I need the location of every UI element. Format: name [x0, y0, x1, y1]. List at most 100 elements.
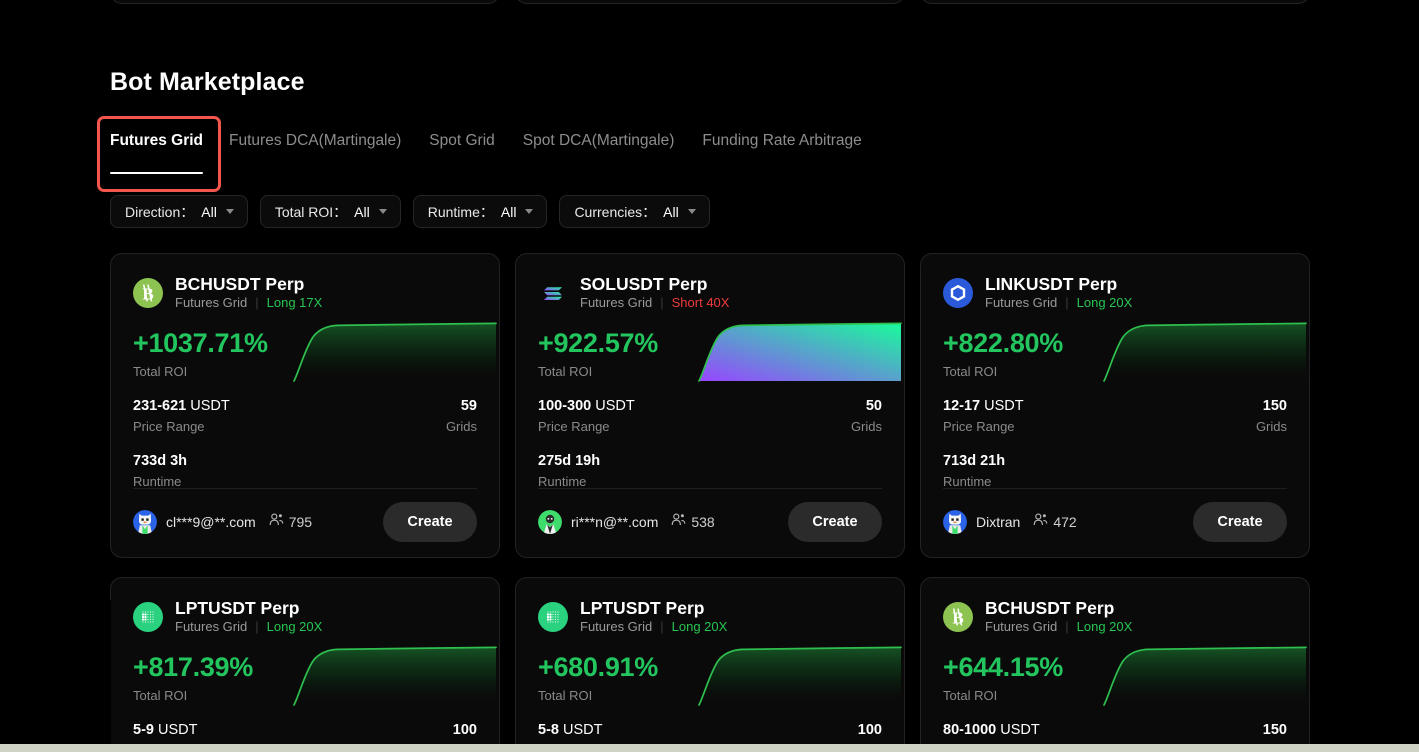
- grid-left-edge: [110, 600, 111, 744]
- filter-value: All: [663, 203, 679, 220]
- create-button[interactable]: Create: [1193, 502, 1287, 542]
- separator: |: [1065, 619, 1069, 635]
- partial-card-bottom: [515, 0, 905, 4]
- card-header-text: LPTUSDT Perp Futures Grid | Long 20X: [175, 598, 323, 635]
- total-roi-value: +1037.71%: [133, 327, 268, 358]
- runtime-stat: 713d 21h Runtime: [943, 453, 1287, 489]
- card-footer: cl***9@**.com 795 Create: [133, 501, 477, 543]
- bot-card[interactable]: LPTUSDT Perp Futures Grid | Long 20X +680.91…: [515, 577, 905, 752]
- link-icon: [943, 277, 973, 308]
- tab-futures-dca-martingale[interactable]: Futures DCA(Martingale): [229, 132, 401, 152]
- bottom-scroll-strip[interactable]: [0, 744, 1419, 752]
- copiers-info: 472: [1033, 513, 1077, 531]
- separator: |: [1065, 295, 1069, 311]
- filter-label: Total ROI：: [274, 203, 348, 220]
- roi-section: +644.15% Total ROI: [943, 646, 1307, 706]
- stat-row: 12-17 USDT Price Range 150 Grids: [943, 398, 1287, 434]
- bot-card[interactable]: B BCHUSDT Perp Futures Grid | Long 17X +1037.…: [110, 253, 500, 558]
- strategy-tabs: Futures Grid Futures DCA(Martingale) Spot …: [110, 132, 890, 174]
- filter-currencies[interactable]: Currencies： All: [559, 195, 710, 228]
- tab-label: Funding Rate Arbitrage: [702, 132, 862, 149]
- previous-row-card-bottoms: [0, 0, 1419, 14]
- total-roi-label: Total ROI: [538, 687, 593, 703]
- bot-card[interactable]: LINKUSDT Perp Futures Grid | Long 20X +822.8…: [920, 253, 1310, 558]
- filter-label: Runtime：: [427, 203, 494, 220]
- separator: |: [255, 295, 259, 311]
- owner-info[interactable]: Dixtran 472: [943, 510, 1077, 534]
- page-title: Bot Marketplace: [110, 68, 305, 96]
- total-roi-value: +822.80%: [943, 327, 1063, 358]
- bot-card[interactable]: SOLUSDT Perp Futures Grid | Short 40X +922.5…: [515, 253, 905, 558]
- filter-bar: Direction： All Total ROI： All Runtime： All Cur…: [110, 195, 710, 228]
- bot-card[interactable]: LPTUSDT Perp Futures Grid | Long 20X +817.39…: [110, 577, 500, 752]
- runtime-label: Runtime: [133, 473, 182, 489]
- tab-label: Futures Grid: [110, 132, 204, 149]
- svg-text:B: B: [952, 608, 963, 627]
- runtime-value: 713d 21h: [943, 452, 1006, 469]
- card-row: B BCHUSDT Perp Futures Grid | Long 17X +1037.…: [110, 253, 1310, 558]
- total-roi-label: Total ROI: [538, 363, 593, 379]
- price-range-unit: USDT: [595, 397, 635, 414]
- bot-card[interactable]: B BCHUSDT Perp Futures Grid | Long 20X +644.1…: [920, 577, 1310, 752]
- card-header: B BCHUSDT Perp Futures Grid | Long 17X: [133, 274, 477, 311]
- copiers-icon: [1033, 513, 1048, 531]
- sol-icon: [538, 278, 568, 308]
- price-range-stat: 12-17 USDT Price Range: [943, 398, 1024, 434]
- filter-value: All: [500, 203, 517, 220]
- card-footer: ri***n@**.com 538 Create: [538, 501, 882, 543]
- leverage-badge: Long 20X: [266, 619, 323, 635]
- filter-label: Currencies：: [574, 203, 657, 220]
- leverage-badge: Long 17X: [266, 295, 323, 311]
- runtime-value: 733d 3h: [133, 452, 187, 469]
- bch-icon: B: [943, 601, 973, 632]
- owner-info[interactable]: cl***9@**.com 795: [133, 510, 312, 534]
- price-range-number: 12-17: [943, 397, 981, 414]
- filter-runtime[interactable]: Runtime： All: [412, 195, 548, 228]
- filter-direction[interactable]: Direction： All: [110, 195, 248, 228]
- total-roi-value: +644.15%: [943, 651, 1063, 682]
- strategy-line: Futures Grid | Long 20X: [175, 619, 323, 635]
- price-range-value: 231-621 USDT: [133, 398, 230, 414]
- strategy-line: Futures Grid | Long 20X: [580, 619, 728, 635]
- create-button[interactable]: Create: [383, 502, 477, 542]
- tab-spot-dca-martingale[interactable]: Spot DCA(Martingale): [523, 132, 675, 152]
- price-range-unit: USDT: [190, 397, 230, 414]
- card-header: LPTUSDT Perp Futures Grid | Long 20X: [133, 598, 477, 635]
- grids-stat: 50 Grids: [851, 398, 882, 434]
- strategy-line: Futures Grid | Short 40X: [580, 295, 730, 311]
- filter-label: Direction：: [125, 203, 195, 220]
- tab-funding-rate-arbitrage[interactable]: Funding Rate Arbitrage: [702, 132, 861, 152]
- price-grid-stats: 12-17 USDT Price Range 150 Grids: [943, 398, 1287, 434]
- grids-label: Grids: [850, 418, 882, 434]
- card-header-text: BCHUSDT Perp Futures Grid | Long 17X: [175, 274, 323, 311]
- grids-stat: 59 Grids: [446, 398, 477, 434]
- price-range-number: 5-8: [538, 721, 559, 738]
- leverage-badge: Short 40X: [671, 295, 730, 311]
- grids-value: 150: [1262, 721, 1287, 738]
- copiers-count: 472: [1053, 514, 1077, 530]
- price-range-unit: USDT: [984, 397, 1024, 414]
- pair-name: SOLUSDT Perp: [580, 274, 708, 294]
- owner-name: Dixtran: [976, 514, 1021, 530]
- stat-row: 100-300 USDT Price Range 50 Grids: [538, 398, 882, 434]
- chevron-down-icon: [378, 209, 387, 214]
- card-header: LPTUSDT Perp Futures Grid | Long 20X: [538, 598, 882, 635]
- price-range-number: 100-300: [538, 397, 592, 414]
- green-person-avatar: [538, 510, 562, 534]
- price-range-unit: USDT: [563, 721, 603, 738]
- filter-total-roi[interactable]: Total ROI： All: [259, 195, 401, 228]
- price-range-label: Price Range: [133, 418, 205, 434]
- tab-spot-grid[interactable]: Spot Grid: [429, 132, 494, 152]
- leverage-badge: Long 20X: [671, 619, 728, 635]
- create-button[interactable]: Create: [788, 502, 882, 542]
- active-tab-focus-highlight: [97, 116, 221, 192]
- strategy-label: Futures Grid: [175, 295, 248, 311]
- card-divider: [943, 488, 1287, 489]
- pair-name: LINKUSDT Perp: [985, 274, 1118, 294]
- owner-info[interactable]: ri***n@**.com 538: [538, 510, 715, 534]
- tab-futures-grid[interactable]: Futures Grid: [110, 132, 204, 174]
- pair-name: BCHUSDT Perp: [985, 598, 1115, 618]
- tab-label: Futures DCA(Martingale): [229, 132, 402, 149]
- pair-name: LPTUSDT Perp: [175, 598, 300, 618]
